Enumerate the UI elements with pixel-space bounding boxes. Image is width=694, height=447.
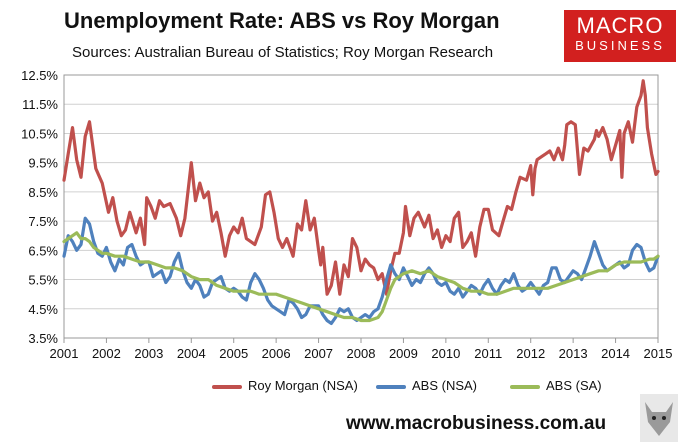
x-tick-label: 2013 — [559, 346, 588, 361]
chart-title: Unemployment Rate: ABS vs Roy Morgan — [64, 8, 500, 33]
x-tick-label: 2009 — [389, 346, 418, 361]
y-tick-label: 12.5% — [21, 68, 58, 83]
y-tick-label: 4.5% — [28, 302, 58, 317]
x-tick-label: 2004 — [177, 346, 206, 361]
legend-label-abs-nsa: ABS (NSA) — [412, 378, 478, 393]
line-chart: 3.5% 4.5% 5.5% 6.5% 7.5% 8.5% 9.5% 10.5% 11.5% 12… — [21, 68, 673, 361]
x-tick-label: 2006 — [262, 346, 291, 361]
legend-item-roy-morgan: Roy Morgan (NSA) — [212, 378, 358, 393]
x-tick-label: 2003 — [134, 346, 163, 361]
macrobusiness-logo: MACRO BUSINESS — [564, 10, 676, 62]
legend-label-roy-morgan: Roy Morgan (NSA) — [248, 378, 358, 393]
plot-area-border — [63, 74, 659, 339]
series-line-abs-nsa — [62, 216, 660, 325]
y-tick-label: 8.5% — [28, 185, 58, 200]
y-tick-label: 11.5% — [22, 97, 58, 112]
y-tick-label: 5.5% — [28, 273, 58, 288]
chart-subtitle: Sources: Australian Bureau of Statistics… — [72, 44, 494, 61]
legend-item-abs-sa: ABS (SA) — [510, 378, 602, 393]
x-tick-label: 2011 — [474, 346, 502, 361]
x-tick-label: 2012 — [516, 346, 545, 361]
x-tick-label: 2014 — [601, 346, 630, 361]
y-tick-label: 3.5% — [28, 331, 58, 346]
y-tick-label: 7.5% — [28, 214, 58, 229]
y-axis: 3.5% 4.5% 5.5% 6.5% 7.5% 8.5% 9.5% 10.5% 11.5% 12… — [21, 68, 58, 346]
legend: Roy Morgan (NSA) ABS (NSA) ABS (SA) — [0, 378, 694, 398]
series-group — [62, 79, 660, 325]
y-tick-label: 9.5% — [28, 156, 58, 171]
legend-item-abs-nsa: ABS (NSA) — [376, 378, 477, 393]
legend-swatch-abs-nsa — [376, 384, 406, 389]
wolf-icon — [640, 394, 678, 442]
grid — [64, 74, 658, 339]
legend-swatch-abs-sa — [510, 384, 540, 389]
x-tick-label: 2010 — [431, 346, 460, 361]
series-line-abs-sa — [62, 231, 660, 323]
y-tick-label: 6.5% — [28, 243, 58, 258]
footer-url: www.macrobusiness.com.au — [346, 413, 607, 434]
x-tick-label: 2001 — [50, 346, 79, 361]
x-tick-label: 2002 — [92, 346, 121, 361]
logo-line1: MACRO — [576, 13, 664, 38]
x-tick-label: 2015 — [644, 346, 673, 361]
x-tick-label: 2007 — [304, 346, 333, 361]
x-tick-label: 2008 — [347, 346, 376, 361]
y-tick-label: 10.5% — [21, 126, 58, 141]
legend-swatch-roy-morgan — [212, 384, 242, 389]
legend-label-abs-sa: ABS (SA) — [546, 378, 602, 393]
x-axis: 2001 2002 2003 2004 2005 2006 2007 2008 2009 2010… — [50, 338, 673, 361]
series-line-roy-morgan-nsa — [62, 79, 660, 296]
x-tick-label: 2005 — [219, 346, 248, 361]
logo-line2: BUSINESS — [575, 38, 665, 53]
